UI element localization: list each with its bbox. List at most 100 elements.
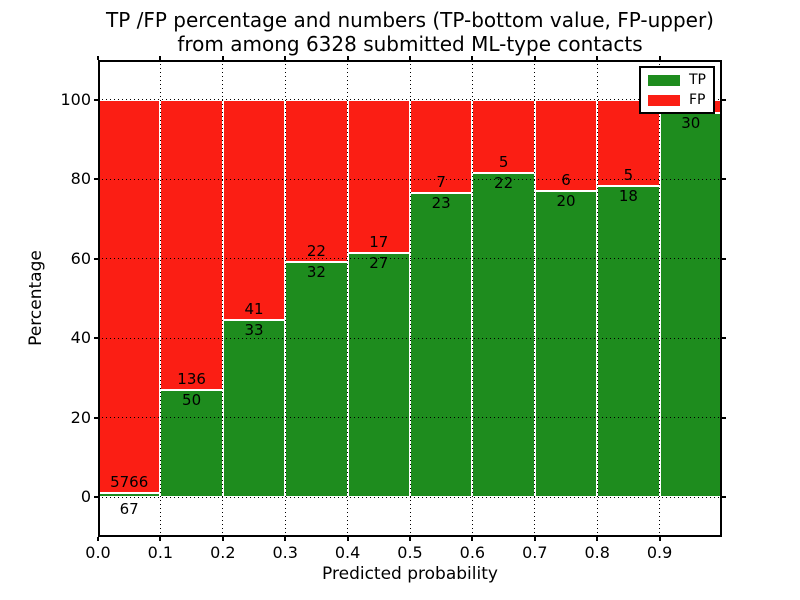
- y-tick-label: 20: [70, 407, 91, 427]
- fp-value-label: 7: [436, 172, 446, 191]
- x-tick-mark: [533, 537, 536, 541]
- chart-title-line-2: from among 6328 submitted ML-type contac…: [177, 32, 643, 56]
- fp-value-label: 5: [623, 166, 634, 185]
- x-tick-mark: [284, 537, 287, 541]
- y-tick-mark: [94, 416, 98, 419]
- x-tick-label: 0.2: [210, 543, 236, 562]
- bar-segment-tp: [597, 186, 660, 498]
- x-tick-mark: [471, 56, 474, 60]
- y-tick-mark: [94, 496, 98, 499]
- bar-segment-tp: [472, 173, 535, 498]
- x-tick-mark: [409, 56, 411, 60]
- fp-value-label: 17: [369, 233, 389, 252]
- y-tick-mark: [94, 337, 98, 340]
- y-tick-label: 80: [70, 169, 91, 189]
- x-tick-mark: [221, 56, 224, 60]
- x-tick-label: 0.3: [272, 543, 298, 562]
- fp-value-label: 5766: [110, 472, 149, 491]
- bar-segment-fp: [222, 99, 286, 320]
- y-tick-label: 0: [80, 487, 91, 507]
- bar-segment-tp: [410, 192, 473, 498]
- y-tick-mark: [722, 496, 726, 499]
- y-tick-mark: [94, 257, 98, 260]
- x-tick-mark: [658, 56, 661, 60]
- x-tick-mark: [533, 56, 536, 60]
- x-tick-mark: [658, 537, 661, 541]
- legend: TP FP: [639, 66, 715, 114]
- x-tick-mark: [284, 56, 287, 60]
- bar-segment-fp: [285, 99, 348, 262]
- x-gridline: [409, 60, 411, 537]
- bar-segment-tp: [534, 191, 598, 498]
- x-tick-label: 0.1: [147, 543, 174, 562]
- x-gridline: [284, 60, 286, 537]
- bar-segment-tp: [659, 112, 722, 498]
- y-tick-mark: [94, 98, 98, 101]
- tp-value-label: 20: [556, 192, 576, 211]
- bar-segment-tp: [347, 253, 410, 498]
- bar-segment-fp: [472, 99, 535, 174]
- y-tick-label: 60: [70, 248, 91, 268]
- bar-segment-tp: [285, 261, 348, 498]
- x-tick-mark: [409, 537, 411, 541]
- x-tick-mark: [596, 56, 599, 60]
- y-tick-label: 40: [70, 328, 91, 348]
- bar-segment-fp: [98, 99, 161, 493]
- tp-value-label: 18: [618, 187, 638, 206]
- x-tick-mark: [346, 56, 349, 60]
- x-tick-mark: [346, 537, 349, 541]
- tp-value-label: 30: [681, 113, 701, 132]
- tp-value-label: 23: [431, 193, 451, 212]
- bar-segment-tp: [222, 319, 286, 498]
- legend-label-fp: FP: [689, 92, 706, 108]
- chart-title-line-1: TP /FP percentage and numbers (TP-bottom…: [106, 8, 714, 32]
- x-gridline: [159, 60, 161, 537]
- legend-item-fp: FP: [648, 93, 706, 107]
- legend-item-tp: TP: [648, 73, 706, 87]
- y-tick-mark: [94, 178, 98, 181]
- tp-value-label: 27: [369, 254, 389, 273]
- x-tick-label: 0.9: [646, 543, 673, 562]
- x-gridline: [471, 60, 473, 537]
- plot-area: TP FP 5766 67 136 50 41 33 22 32 17 27 7 23 5 22 6 20 5 1…: [98, 60, 722, 537]
- bar-segment-fp: [534, 99, 598, 192]
- x-tick-label: 0.7: [522, 543, 548, 562]
- x-tick-label: 0.0: [85, 543, 111, 562]
- tp-value-label: 22: [494, 174, 514, 193]
- x-tick-label: 0.5: [397, 543, 423, 562]
- x-gridline: [659, 60, 661, 537]
- x-tick-label: 0.4: [334, 543, 361, 562]
- x-tick-mark: [159, 56, 162, 60]
- x-gridline: [347, 60, 349, 537]
- x-tick-mark: [97, 537, 99, 541]
- legend-label-tp: TP: [689, 72, 706, 88]
- x-tick-mark: [471, 537, 474, 541]
- fp-value-label: 41: [244, 299, 264, 318]
- x-gridline: [222, 60, 224, 537]
- tp-value-label: 32: [306, 262, 326, 281]
- x-tick-mark: [221, 537, 224, 541]
- x-axis-label: Predicted probability: [322, 564, 498, 584]
- fp-value-label: 5: [498, 153, 509, 172]
- x-tick-mark: [159, 537, 162, 541]
- y-tick-mark: [722, 416, 726, 419]
- bar-segment-fp: [410, 99, 473, 193]
- bar-segment-fp: [160, 99, 223, 391]
- bar-segment-fp: [347, 99, 410, 254]
- x-tick-label: 0.8: [584, 543, 610, 562]
- tp-value-label: 67: [119, 500, 139, 519]
- x-gridline: [596, 60, 598, 537]
- fp-value-label: 136: [177, 370, 206, 389]
- y-tick-mark: [722, 257, 726, 260]
- tp-value-label: 33: [244, 320, 264, 339]
- y-tick-label: 100: [60, 89, 91, 109]
- tp-legend-swatch-icon: [648, 74, 680, 86]
- tp-value-label: 50: [182, 391, 202, 410]
- x-tick-mark: [97, 56, 99, 60]
- x-tick-mark: [596, 537, 599, 541]
- bar-segment-fp: [597, 99, 660, 187]
- y-tick-mark: [722, 98, 726, 101]
- x-gridline: [534, 60, 536, 537]
- chart-title: TP /FP percentage and numbers (TP-bottom…: [98, 8, 722, 56]
